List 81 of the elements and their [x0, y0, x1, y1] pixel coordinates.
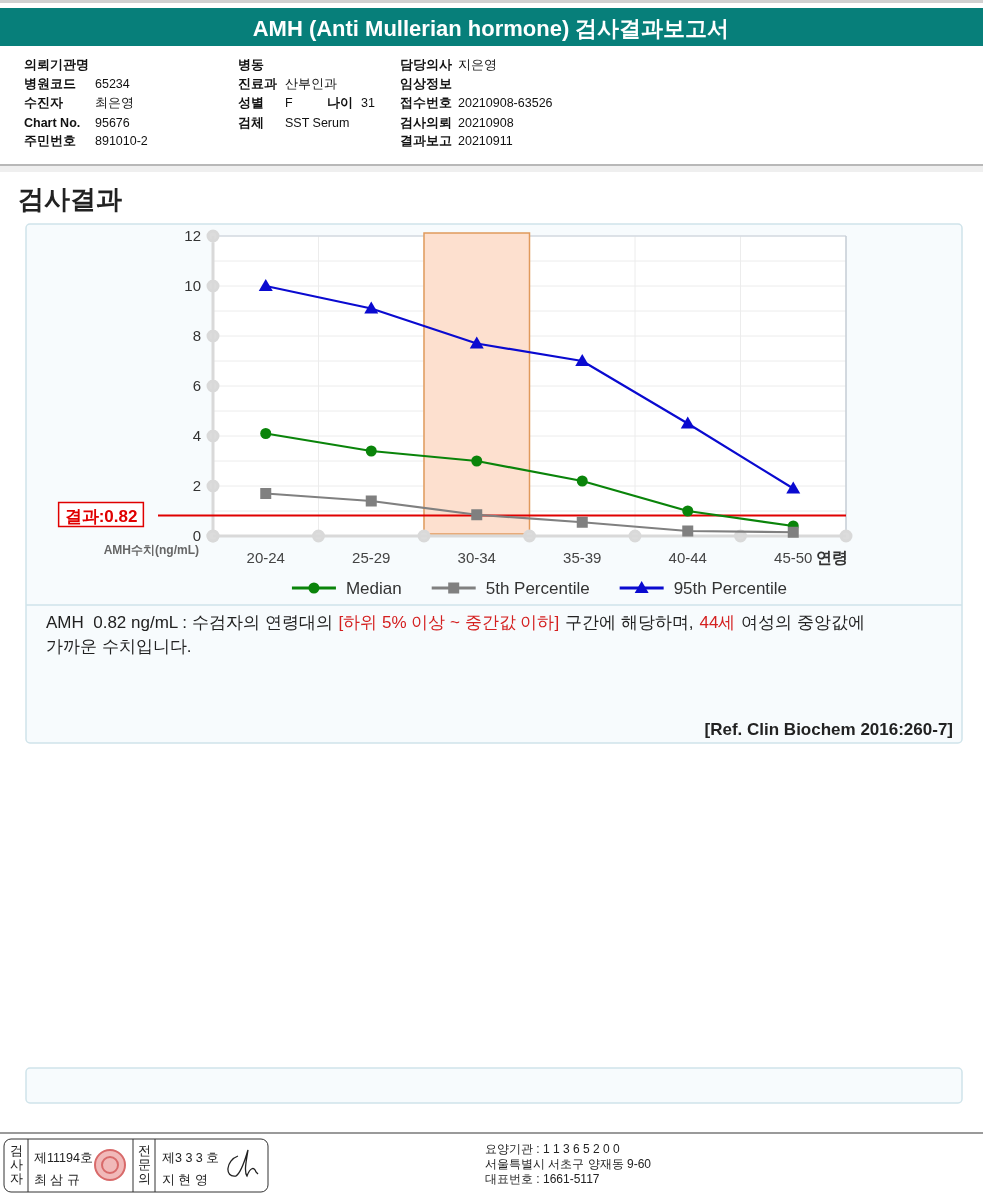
text: 65234: [95, 77, 130, 91]
point: [260, 428, 272, 439]
text: 20210911: [458, 134, 513, 148]
y-tick-label: 0: [192, 527, 201, 544]
text: 의뢰기관명: [24, 58, 89, 72]
text: 검사의뢰: [400, 116, 452, 130]
text: 가까운 수치입니다.: [46, 637, 192, 656]
text: 95676: [95, 116, 130, 130]
text: 20210908: [458, 116, 514, 130]
text: 나이: [327, 96, 353, 110]
text: 병원코드: [24, 77, 76, 91]
text: 검사자: [9, 1143, 23, 1186]
text: F: [285, 96, 293, 110]
chart-subtitle: 검사결과: [18, 184, 122, 214]
ref-line-label: 결과:0.82: [64, 506, 138, 526]
text: 최 삼 규: [34, 1173, 80, 1187]
text: 20210908-63526: [458, 96, 553, 110]
text: SST Serum: [285, 116, 350, 130]
x-tick-label: 35-39: [563, 549, 602, 566]
legend-label: Median: [345, 579, 402, 598]
y-tick-label: 6: [192, 377, 201, 394]
text: 44세: [699, 613, 736, 632]
text: 주민번호: [24, 134, 76, 148]
y-tick-label: 4: [192, 427, 201, 444]
x-tick-label: 20-24: [246, 549, 285, 566]
text: [하위 5% 이상 ~ 중간값 이하]: [338, 613, 560, 632]
text: 지 현 영: [162, 1173, 208, 1187]
text: 산부인과: [285, 77, 337, 91]
y-tick-label: 8: [192, 327, 201, 344]
text: 서울특별시 서초구 양재동 9-60: [485, 1157, 652, 1171]
chart-title: AMH (Anti Mullerian hormone) 검사결과보고서: [252, 16, 730, 41]
x-tick-label: 40-44: [668, 549, 707, 566]
point: [365, 495, 377, 507]
text: 결과보고: [400, 134, 452, 148]
x-axis-title: 연령: [816, 549, 848, 566]
point: [364, 301, 379, 314]
text: 여성의 중앙값에: [741, 613, 866, 632]
x-tick-label: 45-50: [774, 549, 813, 566]
point: [258, 279, 273, 291]
x-tick-label: 25-29: [352, 549, 391, 566]
text: 접수번호: [400, 96, 452, 110]
text: [Ref. Clin Biochem 2016:260-7]: [704, 720, 953, 739]
text: 제3 3 3 호: [162, 1151, 220, 1165]
text: 대표번호 : 1661-5117: [485, 1172, 600, 1186]
text: 제11194호: [34, 1151, 93, 1165]
text: Chart No.: [24, 116, 81, 130]
text: 성별: [238, 96, 264, 110]
text: 진료과: [238, 77, 277, 91]
text: 임상정보: [400, 77, 452, 91]
text: AMH 0.82 ng/mL : 수검자의 연령대의: [46, 613, 333, 632]
point: [260, 488, 272, 499]
legend-label: 95th Percentile: [673, 579, 788, 598]
x-tick-label: 30-34: [457, 549, 496, 566]
text: 31: [361, 96, 375, 110]
point: [575, 354, 590, 366]
text: 담당의사: [400, 58, 452, 72]
point: [682, 505, 694, 517]
text: 최은영: [95, 96, 134, 110]
point: [787, 526, 799, 538]
point: [471, 509, 483, 521]
text: 병동: [238, 58, 264, 72]
point: [680, 416, 695, 429]
text: 891010-2: [95, 134, 148, 148]
text: 지은영: [458, 58, 497, 72]
text: 구간에 해당하며,: [565, 613, 694, 632]
text: 검체: [238, 116, 264, 130]
point: [682, 525, 694, 537]
point: [469, 336, 484, 349]
y-axis-title: AMH수치(ng/mL): [103, 543, 199, 557]
point: [471, 455, 483, 467]
point: [576, 516, 588, 528]
text: 전문의: [137, 1143, 151, 1186]
point: [576, 475, 588, 487]
point: [365, 445, 377, 457]
y-tick-label: 2: [192, 477, 201, 494]
legend-label: 5th Percentile: [485, 579, 590, 598]
text: 요양기관 : 1 1 3 6 5 2 0 0: [485, 1142, 621, 1156]
point: [786, 481, 801, 494]
text: 수진자: [24, 96, 63, 110]
y-tick-label: 12: [184, 227, 201, 244]
y-tick-label: 10: [184, 277, 201, 294]
